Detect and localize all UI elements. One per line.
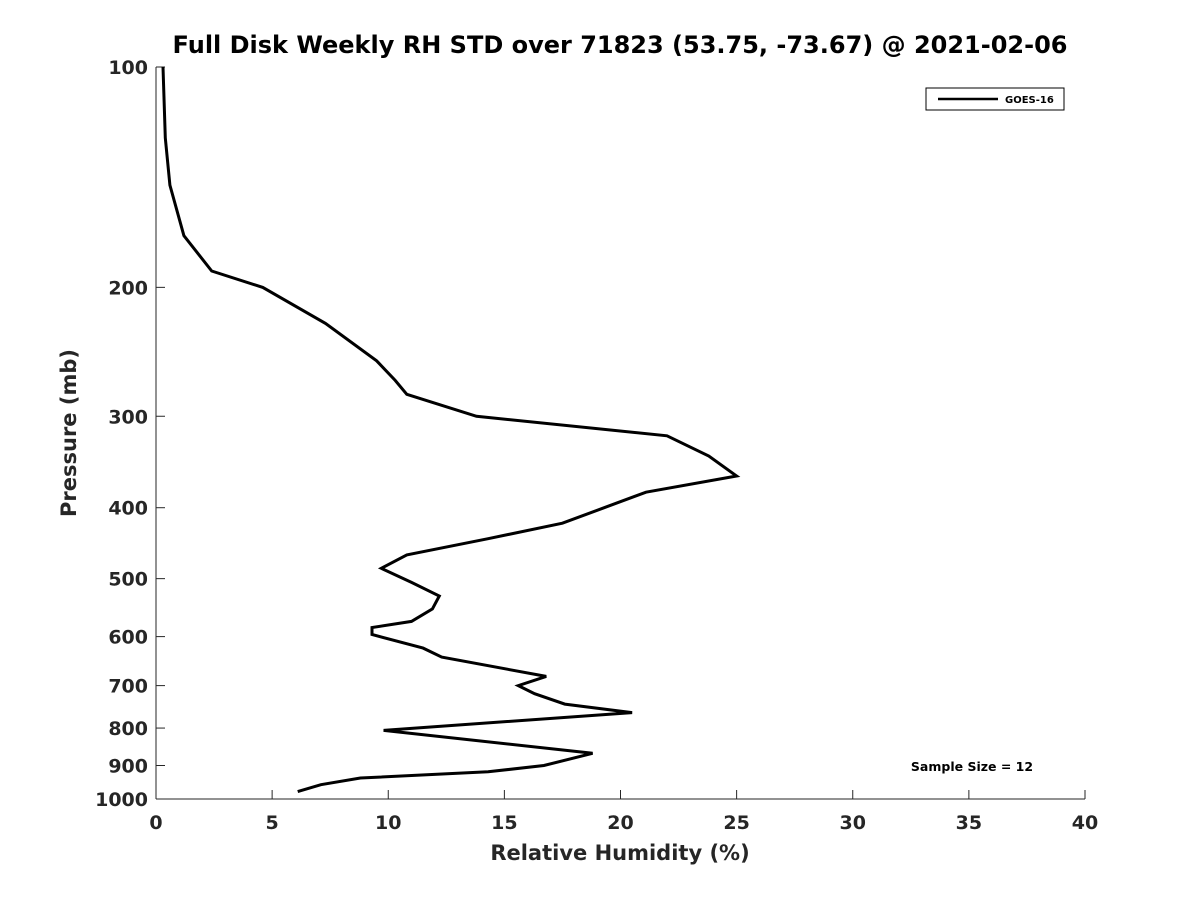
y-tick-label: 600 <box>108 627 148 649</box>
legend-label-goes-16: GOES-16 <box>1005 95 1054 106</box>
series-line-goes-16 <box>161 66 741 794</box>
x-tick-label: 25 <box>723 812 749 834</box>
x-tick-label: 0 <box>149 812 162 834</box>
y-tick-label: 1000 <box>95 789 148 811</box>
y-tick-label: 500 <box>108 569 148 591</box>
y-axis-label: Pressure (mb) <box>57 349 81 517</box>
plot-area <box>156 67 1085 799</box>
y-tick-label: 100 <box>108 57 148 79</box>
x-axis-label: Relative Humidity (%) <box>490 841 749 865</box>
y-tick-label: 800 <box>108 718 148 740</box>
x-tick-label: 35 <box>956 812 982 834</box>
y-tick-label: 200 <box>108 277 148 299</box>
y-tick-label: 400 <box>108 498 148 520</box>
y-tick-label: 700 <box>108 676 148 698</box>
chart-title: Full Disk Weekly RH STD over 71823 (53.7… <box>173 31 1068 59</box>
series-layer <box>161 66 741 794</box>
x-tick-label: 20 <box>607 812 633 834</box>
x-tick-label: 10 <box>375 812 401 834</box>
legend: GOES-16 <box>925 87 1065 111</box>
axes: 0 5 10 15 20 25 30 35 40 100 200 300 400 500 600 700 800… <box>95 57 1098 834</box>
x-tick-label: 40 <box>1072 812 1098 834</box>
x-tick-label: 30 <box>840 812 866 834</box>
sample-size-annotation: Sample Size = 12 <box>911 759 1033 774</box>
y-tick-label: 300 <box>108 406 148 428</box>
y-tick-label: 900 <box>108 756 148 778</box>
x-tick-label: 5 <box>266 812 279 834</box>
x-tick-label: 15 <box>491 812 517 834</box>
